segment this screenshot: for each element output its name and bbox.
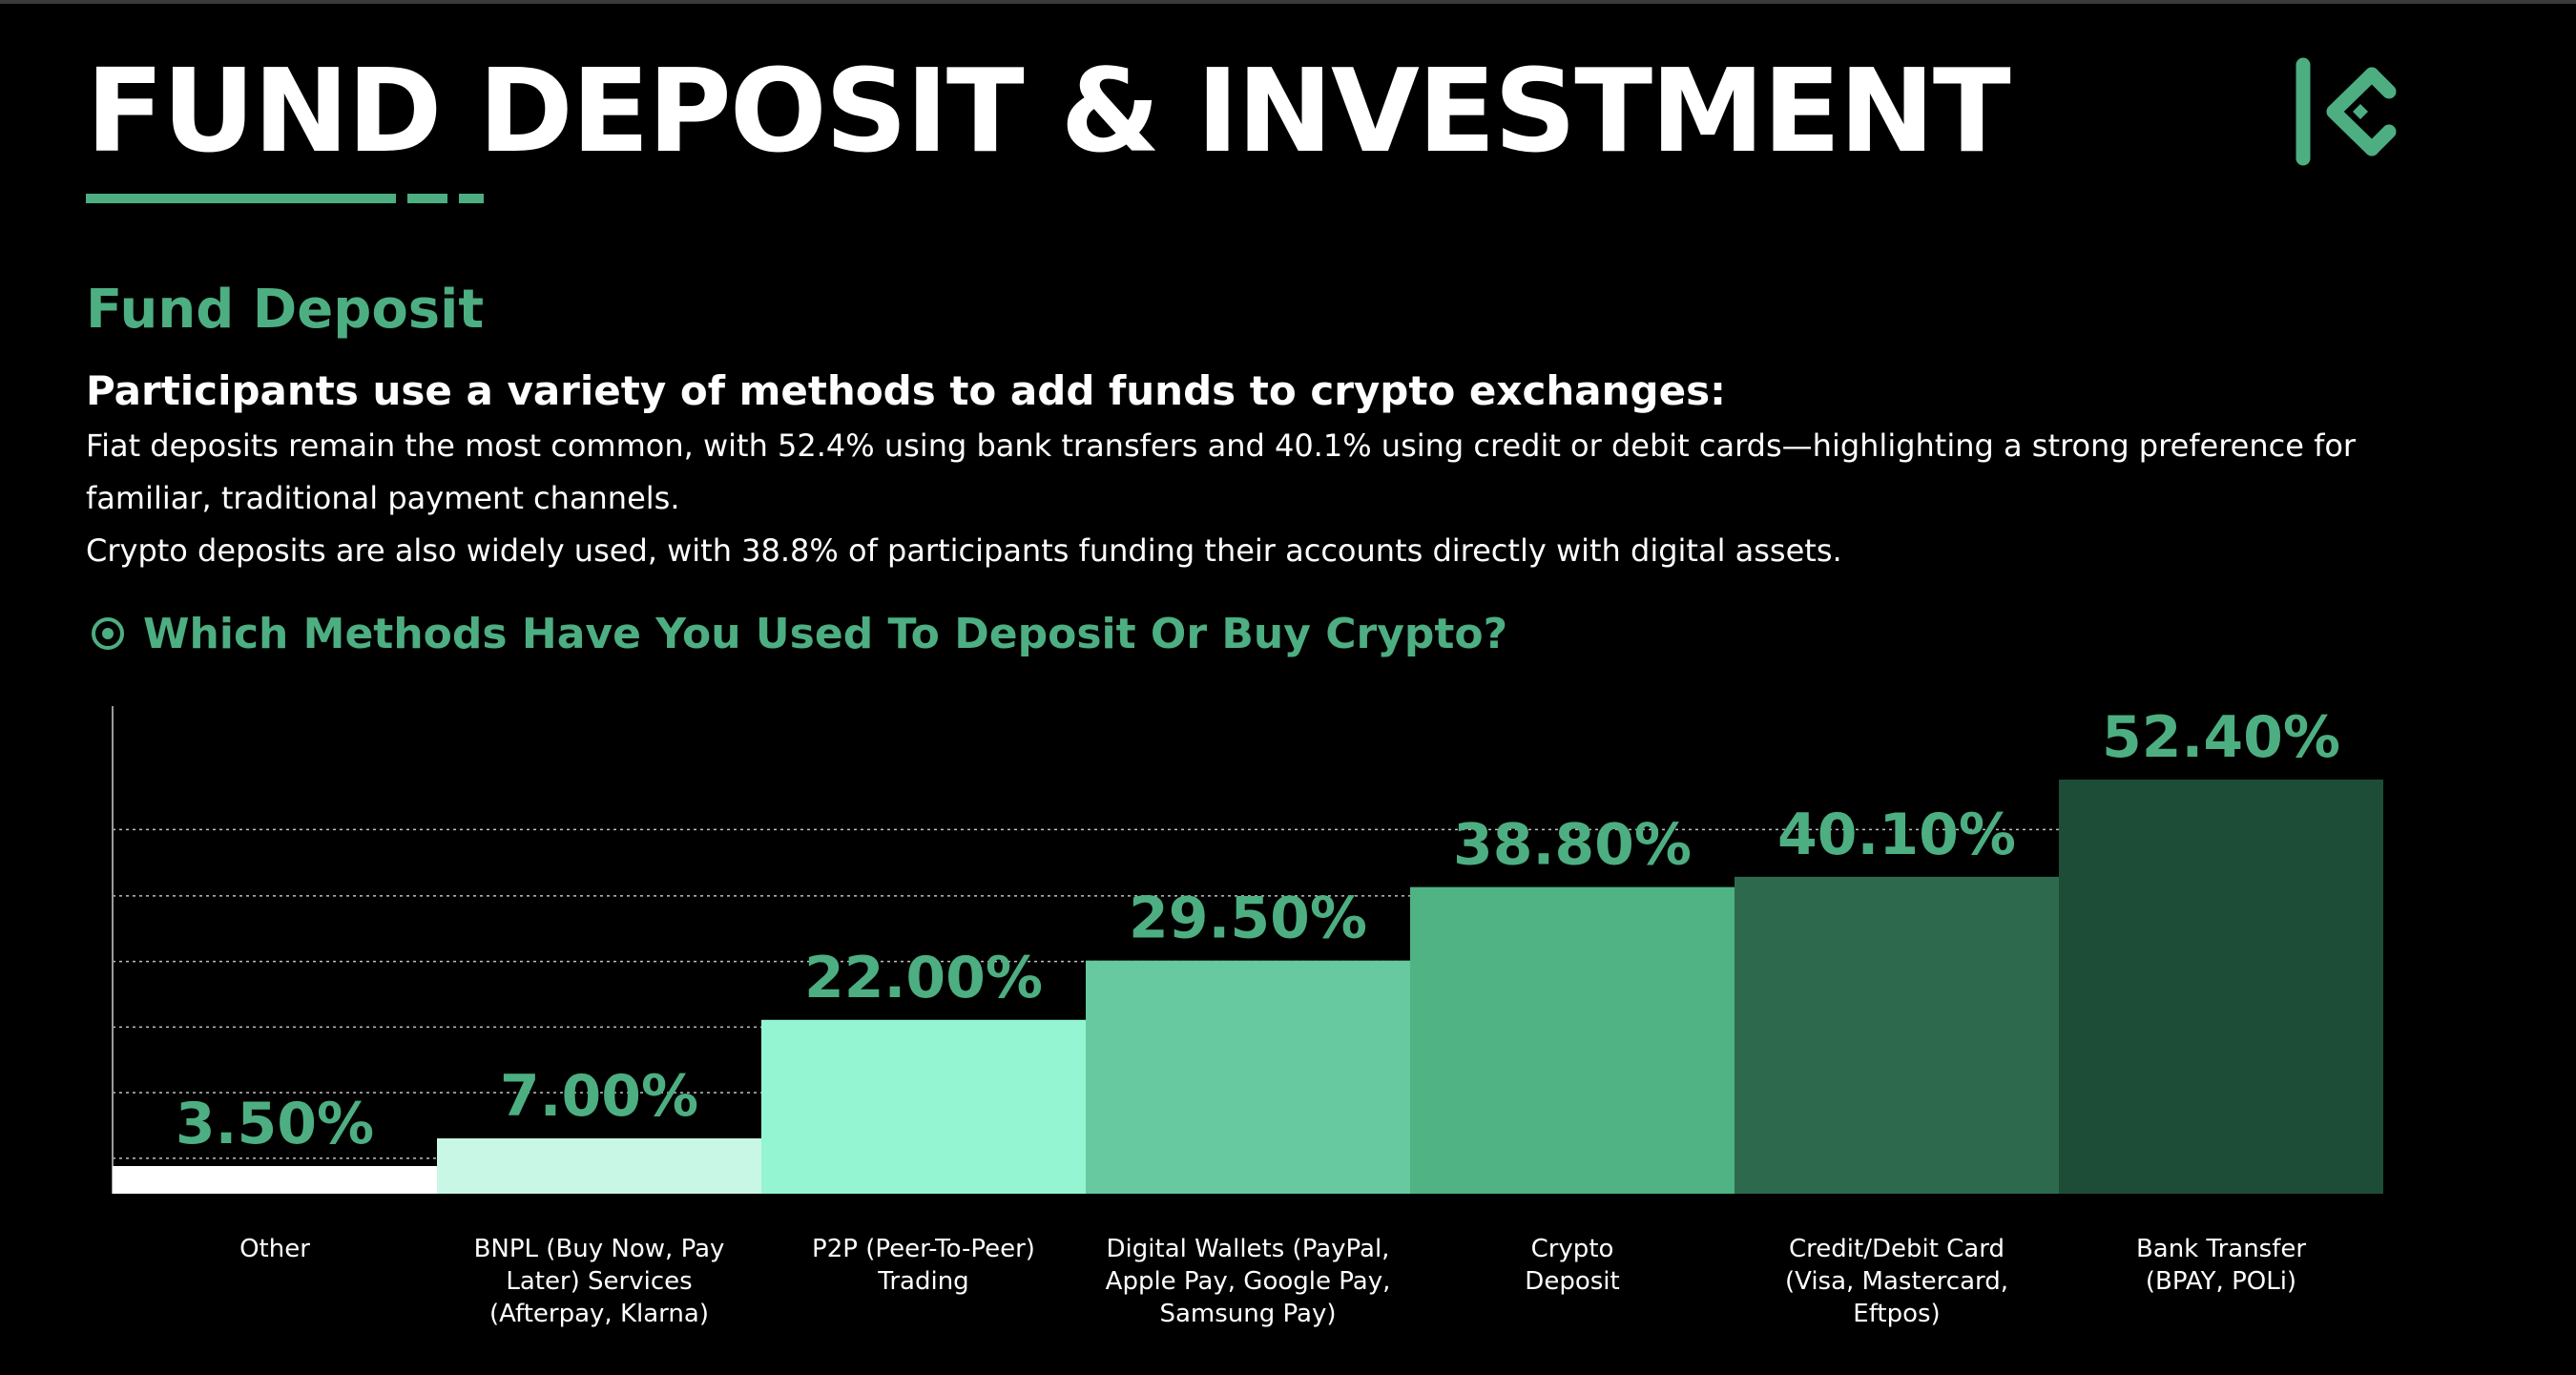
category-label-line: Eftpos)	[1853, 1300, 1940, 1328]
category-label-line: Credit/Debit Card	[1789, 1235, 2005, 1263]
category-label-line: Later) Services	[506, 1267, 692, 1296]
top-border	[0, 0, 2576, 4]
survey-question: Which Methods Have You Used To Deposit O…	[86, 603, 1507, 664]
bar	[1410, 886, 1735, 1194]
category-label-line: (BPAY, POLi)	[2146, 1267, 2296, 1296]
category-label-line: Apple Pay, Google Pay,	[1106, 1267, 1391, 1296]
bar-value-label: 7.00%	[500, 1063, 698, 1130]
crypto-deposit-paragraph: Crypto deposits are also widely used, wi…	[86, 532, 1842, 569]
title-underline-dash	[407, 194, 447, 203]
bar	[437, 1138, 761, 1194]
category-label-line: Crypto	[1531, 1235, 1614, 1263]
bar	[1086, 960, 1410, 1194]
category-label-line: Digital Wallets (PayPal,	[1107, 1235, 1390, 1263]
category-label-line: Deposit	[1525, 1267, 1619, 1296]
category-label-line: (Visa, Mastercard,	[1785, 1267, 2008, 1296]
bar-value-label: 3.50%	[176, 1091, 374, 1157]
kucoin-logo-icon	[2296, 57, 2397, 166]
category-label-line: P2P (Peer-To-Peer)	[812, 1235, 1035, 1263]
category-label: P2P (Peer-To-Peer) Trading	[812, 1235, 1035, 1296]
bar	[1735, 876, 2059, 1194]
category-label-line: Samsung Pay)	[1159, 1300, 1336, 1328]
category-label-line: (Afterpay, Klarna)	[489, 1300, 709, 1328]
category-label: Digital Wallets (PayPal, Apple Pay, Googl…	[1106, 1235, 1391, 1328]
bar-value-label: 29.50%	[1129, 885, 1367, 952]
category-label-line: Bank Transfer	[2136, 1235, 2306, 1263]
bar-value-label: 22.00%	[804, 945, 1043, 1011]
survey-question-text: Which Methods Have You Used To Deposit O…	[143, 609, 1508, 658]
radio-selected-icon	[92, 617, 124, 650]
bar-value-label: 52.40%	[2102, 704, 2340, 771]
category-label-line: BNPL (Buy Now, Pay	[474, 1235, 725, 1263]
bar	[761, 1019, 1086, 1194]
title-underline-long	[86, 194, 396, 203]
bar-value-label: 38.80%	[1453, 812, 1692, 879]
bar-value-label: 40.10%	[1777, 802, 2016, 868]
category-label: Credit/Debit Card (Visa, Mastercard, Eftpo…	[1785, 1235, 2008, 1328]
category-label: BNPL (Buy Now, Pay Later) Services (Afterp…	[474, 1235, 725, 1328]
category-label-line: Trading	[877, 1267, 968, 1296]
page-title: FUND DEPOSIT & INVESTMENT	[86, 46, 2011, 178]
category-label: Other	[239, 1235, 310, 1263]
section-subheading: Participants use a variety of methods to…	[86, 367, 1726, 414]
deposit-methods-bar-chart: 3.50% Other 7.00% BNPL (Buy Now, Pay Later) …	[112, 704, 2383, 1328]
bar	[113, 1166, 437, 1194]
category-label: Crypto Deposit	[1525, 1235, 1619, 1296]
section-title: Fund Deposit	[86, 279, 485, 341]
fiat-deposit-paragraph: Fiat deposits remain the most common, wi…	[86, 427, 2357, 516]
title-underline-dot	[459, 194, 484, 203]
category-label: Bank Transfer (BPAY, POLi)	[2136, 1235, 2306, 1296]
category-label-line: Other	[239, 1235, 310, 1263]
bar	[2059, 780, 2383, 1194]
